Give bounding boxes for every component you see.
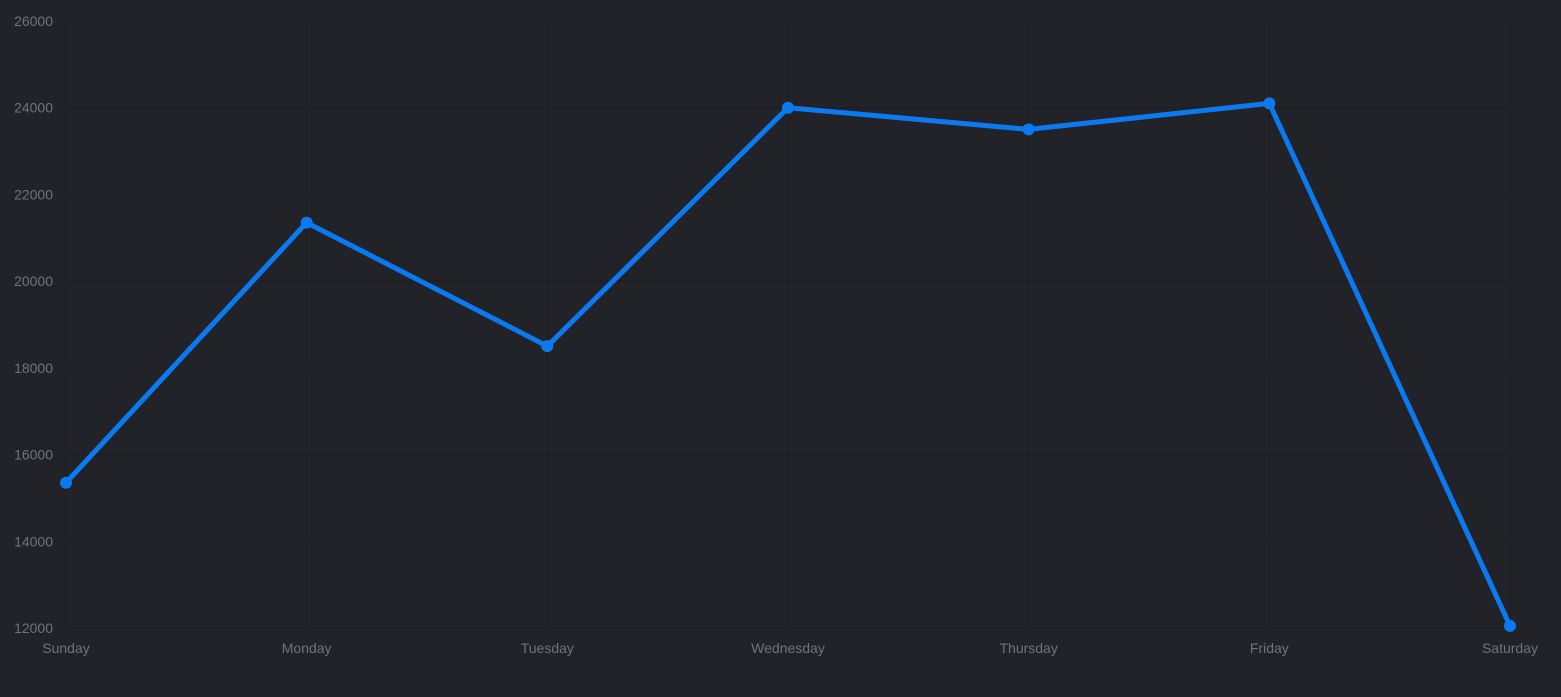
y-tick-label: 24000 <box>14 100 53 116</box>
data-point[interactable] <box>541 340 554 353</box>
x-axis-labels: Sunday Monday Tuesday Wednesday Thursday Frid… <box>42 640 1538 656</box>
x-tick-label: Saturday <box>1482 640 1538 656</box>
x-tick-label: Wednesday <box>751 640 825 656</box>
data-point[interactable] <box>1504 619 1516 632</box>
data-point[interactable] <box>1263 97 1276 110</box>
x-tick-label: Tuesday <box>521 640 574 656</box>
y-tick-label: 12000 <box>14 620 53 636</box>
y-tick-label: 16000 <box>14 447 53 463</box>
data-point[interactable] <box>1022 123 1035 136</box>
y-tick-label: 14000 <box>14 533 53 549</box>
data-point[interactable] <box>60 476 72 489</box>
x-tick-label: Thursday <box>999 640 1057 656</box>
y-tick-label: 20000 <box>14 273 53 289</box>
x-tick-label: Sunday <box>42 640 89 656</box>
x-grid <box>65 21 1511 628</box>
x-tick-label: Monday <box>282 640 332 656</box>
y-tick-label: 22000 <box>14 186 53 202</box>
y-axis-labels: 12000 14000 16000 18000 20000 22000 24000 26000 <box>14 13 53 636</box>
y-tick-label: 18000 <box>14 360 53 376</box>
series-group <box>60 97 1516 632</box>
x-tick-label: Friday <box>1250 640 1289 656</box>
data-point[interactable] <box>782 101 794 114</box>
y-tick-label: 26000 <box>14 13 53 29</box>
data-point[interactable] <box>300 216 313 229</box>
